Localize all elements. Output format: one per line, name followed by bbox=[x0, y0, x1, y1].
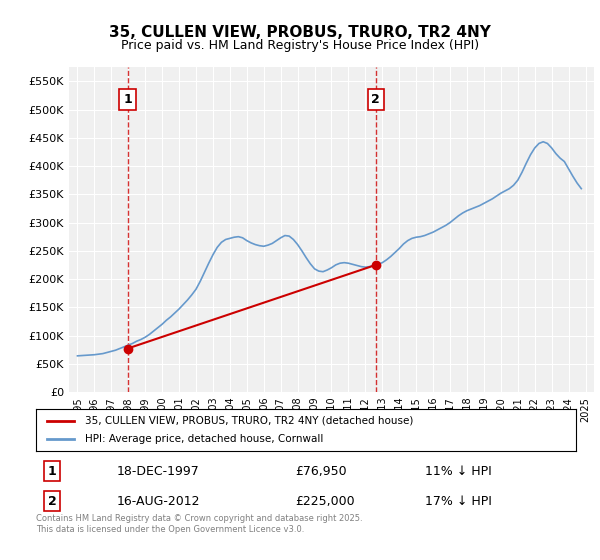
Text: 35, CULLEN VIEW, PROBUS, TRURO, TR2 4NY (detached house): 35, CULLEN VIEW, PROBUS, TRURO, TR2 4NY … bbox=[85, 416, 413, 426]
Text: 17% ↓ HPI: 17% ↓ HPI bbox=[425, 494, 491, 507]
Text: Price paid vs. HM Land Registry's House Price Index (HPI): Price paid vs. HM Land Registry's House … bbox=[121, 39, 479, 52]
Text: 16-AUG-2012: 16-AUG-2012 bbox=[117, 494, 200, 507]
Text: 2: 2 bbox=[371, 93, 380, 106]
Text: 11% ↓ HPI: 11% ↓ HPI bbox=[425, 464, 491, 478]
Text: £76,950: £76,950 bbox=[295, 464, 347, 478]
Text: 1: 1 bbox=[123, 93, 132, 106]
Text: 1: 1 bbox=[48, 464, 56, 478]
Text: HPI: Average price, detached house, Cornwall: HPI: Average price, detached house, Corn… bbox=[85, 434, 323, 444]
Text: 18-DEC-1997: 18-DEC-1997 bbox=[117, 464, 200, 478]
Text: Contains HM Land Registry data © Crown copyright and database right 2025.
This d: Contains HM Land Registry data © Crown c… bbox=[36, 514, 362, 534]
Text: 35, CULLEN VIEW, PROBUS, TRURO, TR2 4NY: 35, CULLEN VIEW, PROBUS, TRURO, TR2 4NY bbox=[109, 25, 491, 40]
Text: 2: 2 bbox=[48, 494, 56, 507]
Text: £225,000: £225,000 bbox=[295, 494, 355, 507]
